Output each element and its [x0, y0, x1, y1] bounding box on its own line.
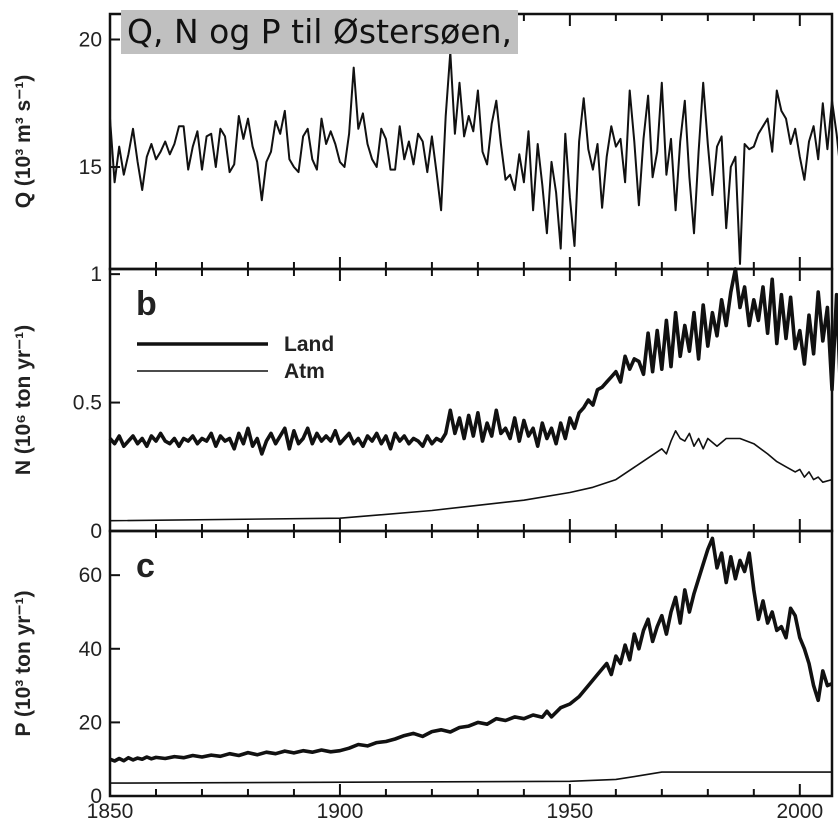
series-line-land [108, 267, 838, 456]
y-tick-label: 0 [90, 520, 102, 543]
y-tick-label: 0.5 [73, 392, 102, 415]
panel-letter: b [136, 285, 157, 323]
series-line-atm [109, 771, 832, 784]
y-axis-title: P (10³ ton yr⁻¹) [12, 590, 35, 736]
y-tick-label: 15 [79, 156, 102, 179]
series-line-atm [109, 430, 833, 522]
y-tick-label: 20 [79, 711, 102, 734]
legend-label-atm: Atm [284, 360, 325, 383]
y-axis-title: N (10⁶ ton yr⁻¹) [12, 325, 35, 475]
x-tick-label: 1950 [547, 800, 594, 822]
figure-title: Q, N og P til Østersøen, [121, 10, 518, 54]
y-tick-label: 20 [79, 29, 102, 52]
y-tick-label: 40 [79, 638, 102, 661]
x-tick-label: 2000 [776, 800, 823, 822]
y-axis-title: Q (10³ m³ s⁻¹) [12, 75, 35, 209]
legend-label-land: Land [284, 333, 334, 356]
panel-letter: c [136, 547, 155, 585]
series-line-q [109, 51, 838, 265]
panel-c: 0 20 40 60 P (10³ ton yr⁻¹) c 1850 1900 1950 2000 [12, 529, 834, 822]
panel-b: 0 0.5 1 N (10⁶ ton yr⁻¹) b Land Atm [12, 263, 838, 543]
series-line-land [109, 536, 833, 763]
x-tick-label: 1900 [317, 800, 364, 822]
y-tick-label: 0 [90, 785, 102, 808]
y-tick-label: 1 [90, 263, 102, 286]
panel-frame [108, 529, 834, 798]
y-tick-label: 60 [79, 564, 102, 587]
x-tick-label: 1850 [87, 800, 134, 822]
